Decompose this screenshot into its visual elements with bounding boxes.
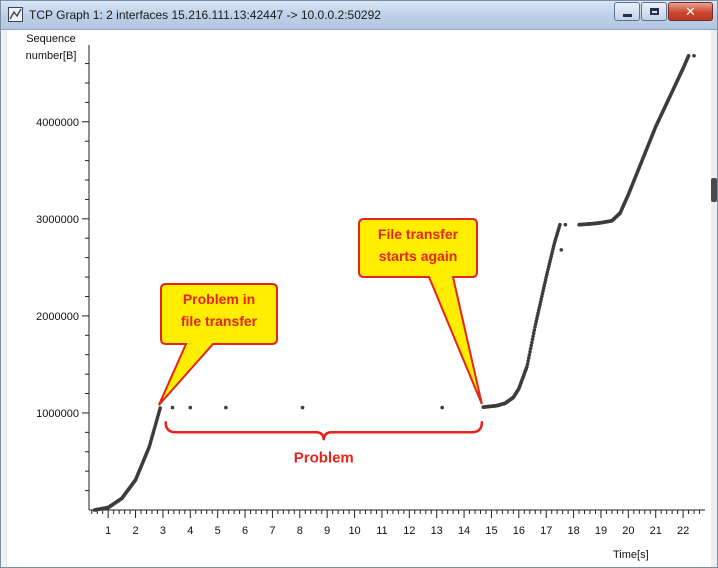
maximize-icon [649, 8, 659, 15]
x-tick-label: 11 [376, 525, 387, 537]
data-segment-1 [92, 406, 162, 512]
data-point [543, 280, 547, 285]
data-point [540, 294, 544, 299]
problem-callout-bubble [157, 283, 278, 406]
restart-callout: File transfer starts again [358, 218, 483, 405]
x-tick-label: 1 [105, 525, 111, 537]
maximize-button[interactable] [641, 2, 667, 21]
data-point [528, 346, 533, 351]
problem-brace [164, 421, 484, 441]
x-tick-label: 21 [650, 525, 662, 537]
restart-callout-text-line: starts again [379, 248, 458, 264]
isolated-data-point [170, 405, 175, 410]
vertical-scrollbar[interactable] [711, 30, 717, 567]
data-point [535, 316, 539, 321]
isolated-data-point [224, 405, 228, 410]
close-button[interactable]: ✕ [668, 2, 713, 21]
x-tick-label: 6 [242, 525, 248, 537]
close-icon: ✕ [685, 4, 696, 19]
x-tick-label: 2 [132, 525, 138, 537]
x-tick-label: 10 [348, 525, 360, 537]
data-point [525, 362, 530, 366]
data-point [536, 308, 541, 313]
isolated-data-point [188, 405, 193, 410]
problem-callout-text-line: Problem in [183, 291, 255, 307]
x-tick-label: 12 [403, 525, 415, 537]
x-tick-label: 9 [324, 525, 330, 537]
y-tick-label: 2000000 [36, 311, 79, 323]
data-point [531, 331, 536, 336]
data-segment-3 [577, 53, 691, 227]
minimize-icon [622, 13, 632, 17]
data-point [558, 222, 562, 227]
x-tick-label: 15 [485, 525, 497, 537]
data-point [525, 365, 529, 369]
x-tick-label: 18 [567, 525, 579, 537]
x-tick-label: 22 [677, 525, 689, 537]
x-axis-label: Time[s] [613, 549, 649, 561]
data-point [526, 356, 531, 360]
problem-label: Problem [294, 449, 354, 466]
data-point [527, 353, 532, 357]
y-tick-label: 1000000 [36, 408, 79, 420]
data-point [537, 305, 542, 310]
data-point [686, 53, 691, 58]
data-point [536, 311, 540, 315]
data-point [538, 302, 542, 307]
data-point [541, 286, 546, 291]
scrollbar-thumb[interactable] [711, 178, 717, 202]
restart-callout-text-line: File transfer [378, 226, 459, 242]
x-tick-label: 19 [595, 525, 607, 537]
data-point [158, 406, 162, 410]
x-tick-label: 3 [160, 525, 166, 537]
data-point [540, 291, 545, 296]
y-tick-label: 4000000 [36, 117, 79, 129]
left-border [1, 30, 7, 567]
x-tick-label: 16 [513, 525, 525, 537]
data-point [530, 337, 535, 342]
title-bar[interactable]: TCP Graph 1: 2 interfaces 15.216.111.13:… [1, 1, 717, 30]
data-point [530, 340, 534, 345]
x-tick-label: 5 [215, 525, 221, 537]
x-tick-label: 7 [269, 525, 275, 537]
isolated-data-point [559, 248, 564, 252]
x-tick-label: 14 [458, 525, 470, 537]
data-point [532, 328, 537, 332]
isolated-data-point [300, 405, 305, 410]
data-point [543, 278, 548, 282]
isolated-data-point [440, 405, 444, 410]
data-point [529, 343, 534, 348]
y-tick-label: 3000000 [36, 214, 79, 226]
data-point [538, 300, 543, 304]
x-tick-label: 8 [297, 525, 303, 537]
isolated-data-point [563, 222, 568, 227]
isolated-data-point [692, 53, 696, 58]
y-axis-label: Sequence number[B] [25, 33, 77, 62]
data-point [533, 322, 538, 326]
x-tick-label: 4 [187, 525, 193, 537]
minimize-button[interactable] [614, 2, 640, 21]
data-point [534, 319, 539, 324]
data-point [533, 325, 537, 329]
problem-callout: Problem in file transfer [157, 283, 278, 406]
data-point [542, 283, 547, 288]
x-tick-label: 13 [431, 525, 443, 537]
problem-callout-text-line: file transfer [181, 313, 258, 329]
x-tick-label: 17 [540, 525, 552, 537]
data-point [528, 349, 532, 354]
graph-app-icon [8, 7, 23, 22]
data-point [535, 314, 540, 318]
window-title: TCP Graph 1: 2 interfaces 15.216.111.13:… [29, 8, 381, 22]
x-tick-label: 20 [622, 525, 634, 537]
data-point [531, 334, 535, 339]
data-segment-2 [481, 222, 562, 409]
data-point [541, 289, 545, 293]
data-point [526, 359, 530, 363]
restart-callout-bubble [358, 218, 483, 405]
data-point [539, 297, 544, 302]
